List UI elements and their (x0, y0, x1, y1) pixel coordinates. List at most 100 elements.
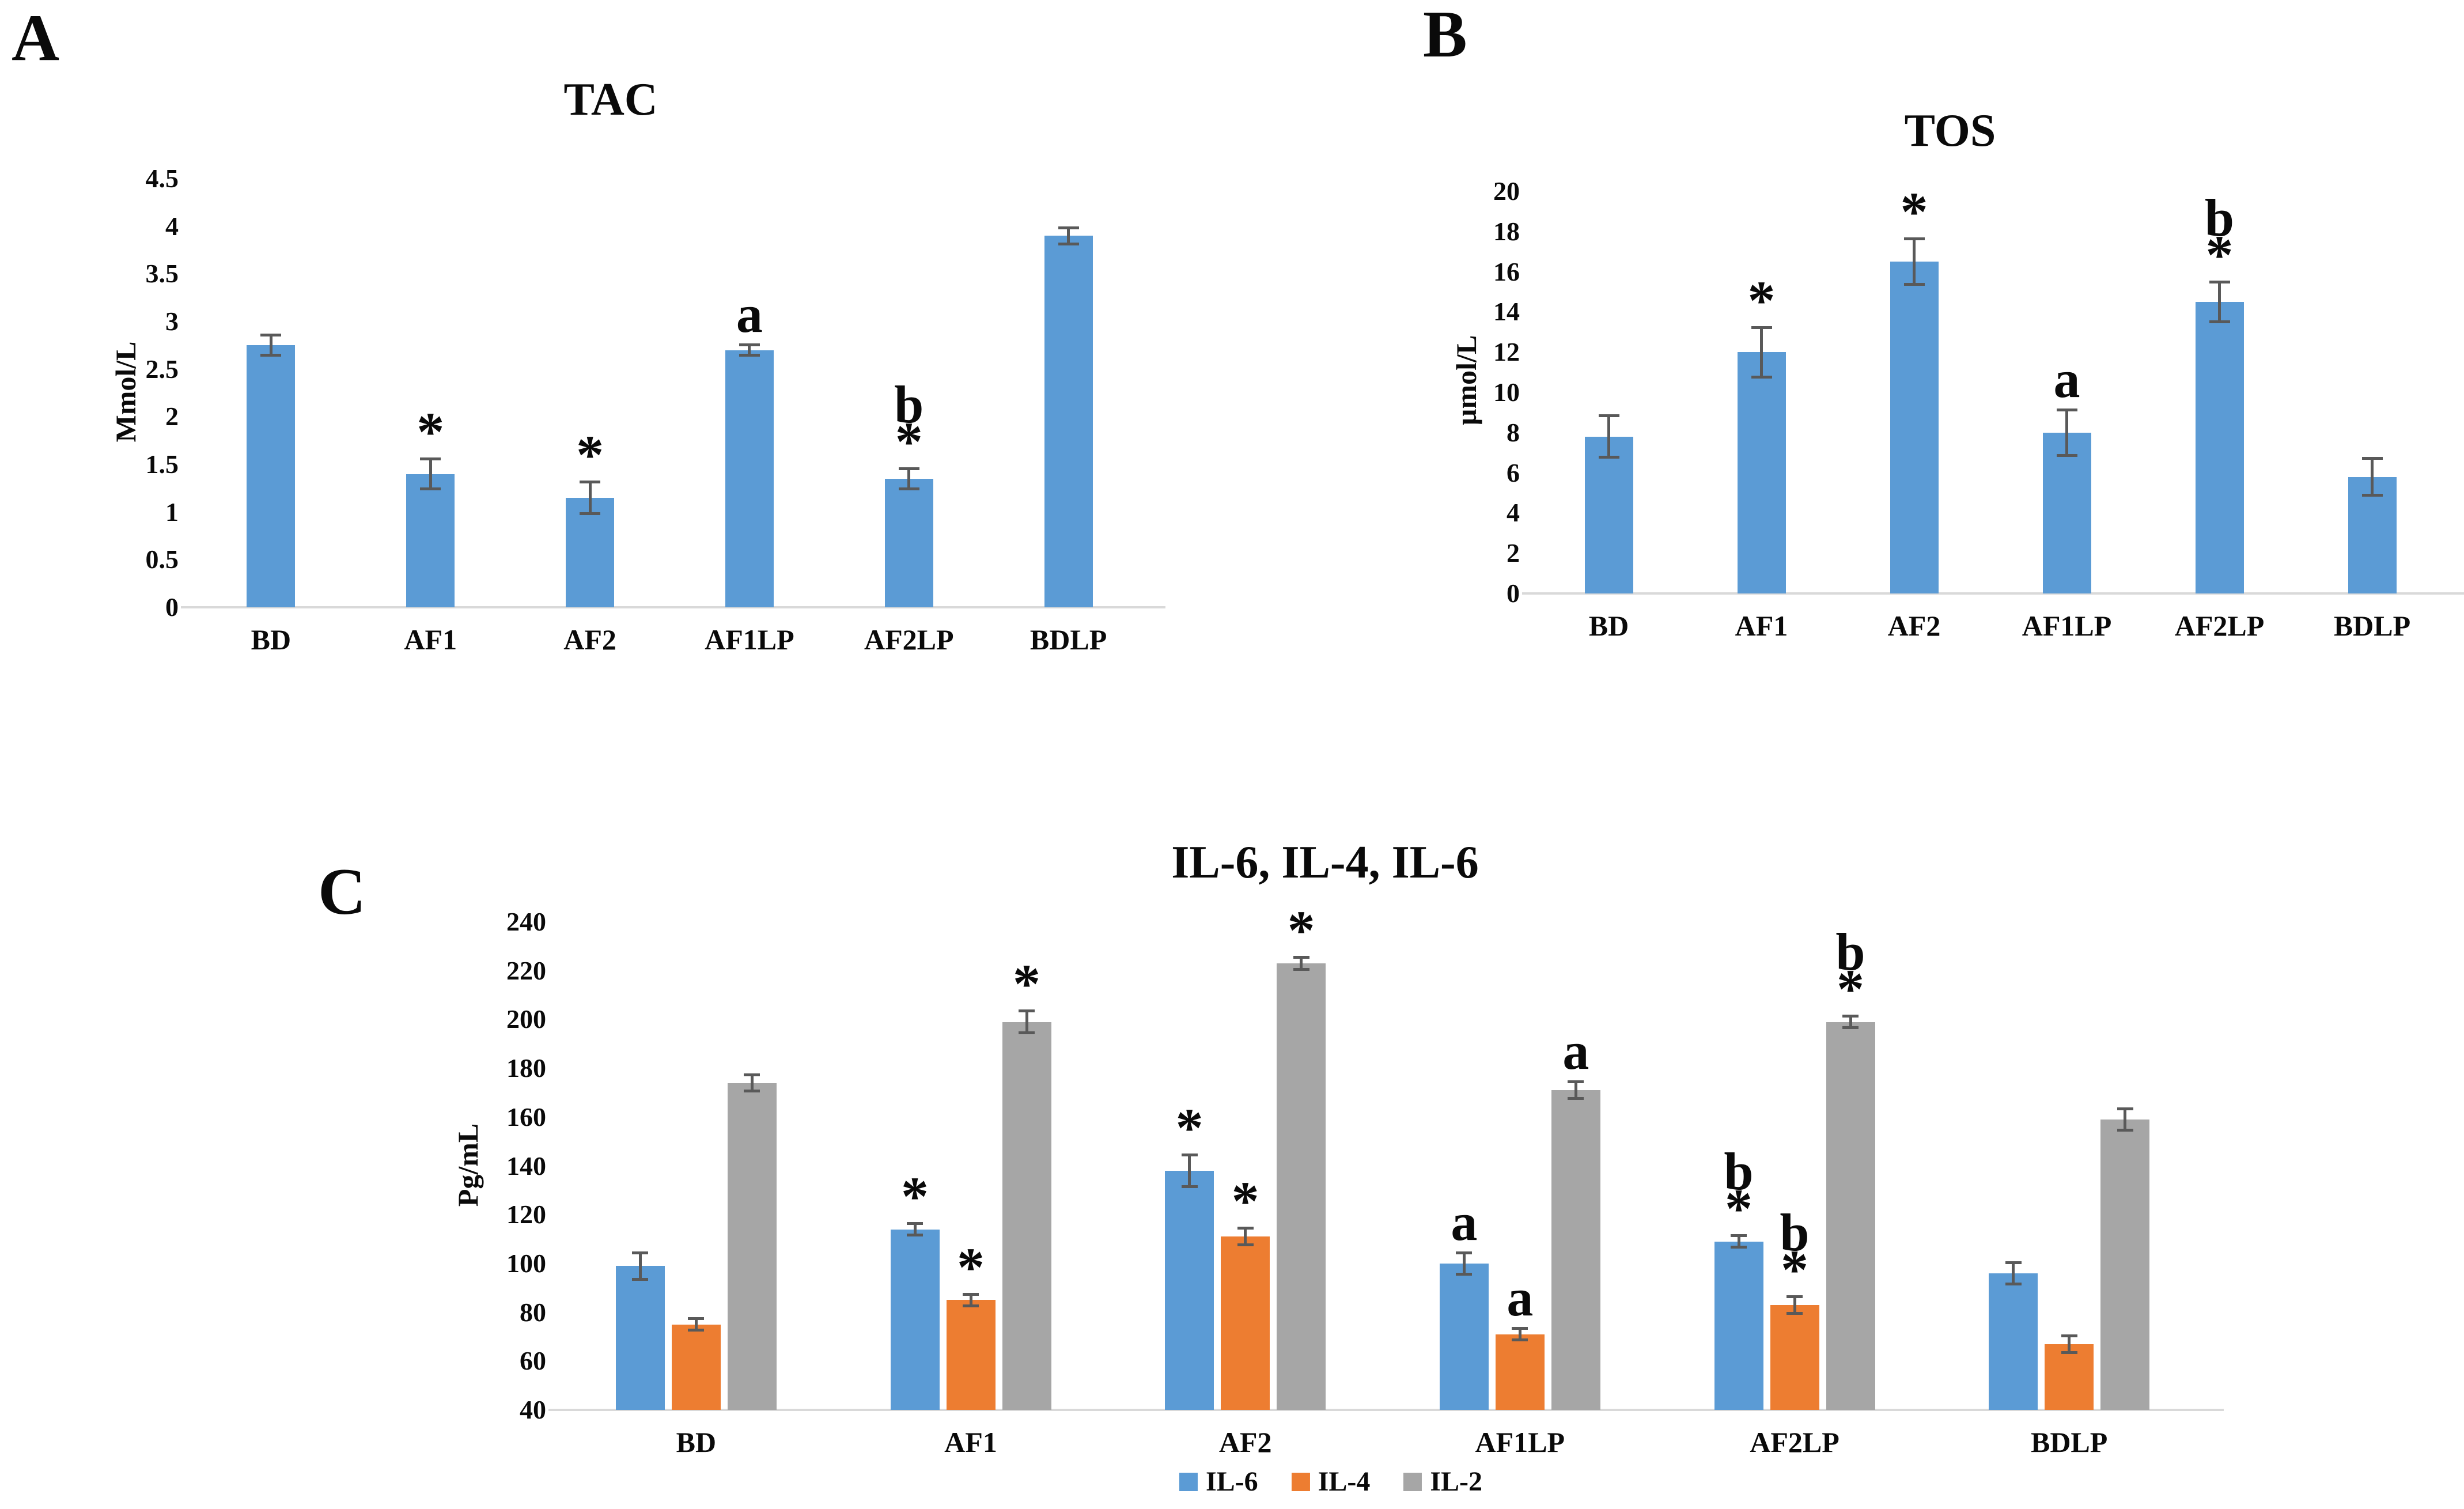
significance-annotation: * (901, 1168, 929, 1224)
y-tick-label: 8 (1507, 417, 1520, 447)
error-bar (638, 1251, 642, 1281)
significance-annotation: a (1507, 1271, 1533, 1324)
y-tick-label: 60 (520, 1346, 546, 1376)
x-category-label: BD (1588, 610, 1629, 642)
error-bar-cap (260, 334, 282, 337)
significance-annotation: b * (1724, 1145, 1753, 1236)
x-axis-line (181, 606, 1165, 608)
y-tick-label: 18 (1493, 216, 1520, 246)
error-bar-cap (1456, 1273, 1473, 1276)
bar-il-4-af1lp (1495, 1334, 1545, 1410)
y-tick-label: 1.5 (145, 449, 179, 479)
bar-il-6-bd (615, 1266, 665, 1410)
annotation-asterisk: * (1836, 958, 1864, 1020)
y-tick-label: 220 (506, 955, 546, 985)
annotation-letter: b (1835, 922, 1865, 981)
x-category-label: AF2LP (864, 623, 954, 656)
y-tick-label: 2.5 (145, 354, 179, 384)
annotation-asterisk: * (1013, 953, 1040, 1015)
error-bar (913, 1221, 917, 1237)
x-category-label: AF2LP (1750, 1426, 1840, 1458)
bar-il-4-bdlp (2045, 1344, 2094, 1410)
error-bar-cap (907, 1221, 923, 1225)
error-bar-cap (1237, 1243, 1254, 1247)
y-tick-label: 3.5 (145, 259, 179, 289)
error-bar (588, 481, 592, 515)
error-bar (1188, 1154, 1191, 1188)
x-category-label: AF1 (404, 623, 457, 656)
y-tick-label: 4 (165, 211, 179, 241)
error-bar-cap (632, 1277, 649, 1281)
bar-tac-bdlp (1044, 236, 1093, 607)
bar-tos-bd (1584, 436, 1633, 593)
x-category-label: BD (251, 623, 292, 656)
panel-tos: B TOS µmol/L * * a b * 0 2 4 6 8 10 12 14 16 18 20 BD AF… (1233, 0, 2464, 749)
error-bar (269, 334, 272, 357)
annotation-letter: b (2204, 188, 2235, 248)
error-bar-cap (1903, 237, 1925, 241)
error-bar (1462, 1251, 1466, 1276)
panel-interleukins: C IL-6, IL-4, IL-6 Pg/mL * * a b * * * a b * * * a b *… (0, 778, 2464, 1509)
error-bar-cap (739, 354, 760, 357)
chart-title-tos: TOS (1904, 105, 1996, 156)
x-category-label: AF2 (1218, 1426, 1272, 1458)
error-bar-cap (1787, 1311, 1803, 1315)
significance-annotation: * (1176, 1100, 1203, 1156)
error-bar (1607, 414, 1610, 459)
legend-label: IL-2 (1430, 1466, 1483, 1497)
bar-il-2-af1 (1002, 1022, 1051, 1410)
plot-area-tac: * * a b * (181, 179, 1165, 608)
x-category-label: AF2 (1887, 610, 1941, 642)
bar-tac-af2 (566, 497, 615, 607)
bar-il-6-af2lp (1714, 1241, 1763, 1410)
plot-area-tos: * * a b * (1522, 181, 2464, 595)
y-tick-label: 2 (1507, 538, 1520, 568)
annotation-asterisk: * (1900, 181, 1928, 243)
bar-tos-af2lp (2195, 301, 2244, 593)
annotation-asterisk: * (417, 401, 445, 463)
significance-annotation: a (1562, 1022, 1589, 1081)
y-tick-label: 2 (165, 402, 179, 432)
panel-label-a: A (12, 1, 60, 74)
panel-label-c: C (318, 855, 366, 928)
bar-il-2-bdlp (2100, 1120, 2150, 1410)
annotation-letter: a (1562, 1022, 1589, 1081)
error-bar-cap (420, 487, 441, 490)
significance-annotation: * (1900, 181, 1928, 243)
error-bar-cap (1293, 967, 1309, 971)
annotation-letter: a (736, 285, 763, 344)
error-bar (2371, 456, 2374, 497)
significance-annotation: * (417, 401, 445, 463)
x-axis-line (1522, 592, 2464, 595)
bar-il-6-af1lp (1439, 1263, 1489, 1410)
error-bar (1067, 226, 1070, 245)
error-bar-cap (260, 354, 282, 357)
error-bar-cap (1568, 1097, 1584, 1100)
error-bar-cap (1598, 414, 1619, 418)
error-bar (1025, 1009, 1028, 1034)
error-bar-cap (1751, 326, 1772, 329)
y-tick-label: 6 (1507, 457, 1520, 487)
error-bar (750, 1073, 754, 1093)
error-bar (1793, 1295, 1796, 1315)
panel-label-b: B (1423, 0, 1467, 71)
error-bar-cap (1512, 1338, 1528, 1342)
error-bar (1300, 956, 1303, 971)
error-bar (748, 343, 751, 357)
bar-il-4-af1 (946, 1300, 996, 1410)
annotation-letter: a (2053, 349, 2080, 409)
error-bar (1849, 1014, 1852, 1030)
error-bar (1574, 1080, 1577, 1100)
legend-label: IL-4 (1318, 1466, 1371, 1497)
bar-tos-af1lp (2042, 432, 2091, 593)
error-bar-cap (1181, 1154, 1198, 1157)
error-bar-cap (1512, 1327, 1528, 1330)
error-bar-cap (898, 467, 919, 470)
significance-annotation: b * (894, 378, 923, 470)
error-bar (2065, 408, 2068, 457)
error-bar (1737, 1234, 1740, 1249)
bar-tac-af1 (406, 474, 455, 607)
significance-annotation: b * (1780, 1206, 1809, 1298)
bar-il-6-bdlp (1989, 1273, 2038, 1410)
error-bar-cap (2005, 1283, 2022, 1285)
